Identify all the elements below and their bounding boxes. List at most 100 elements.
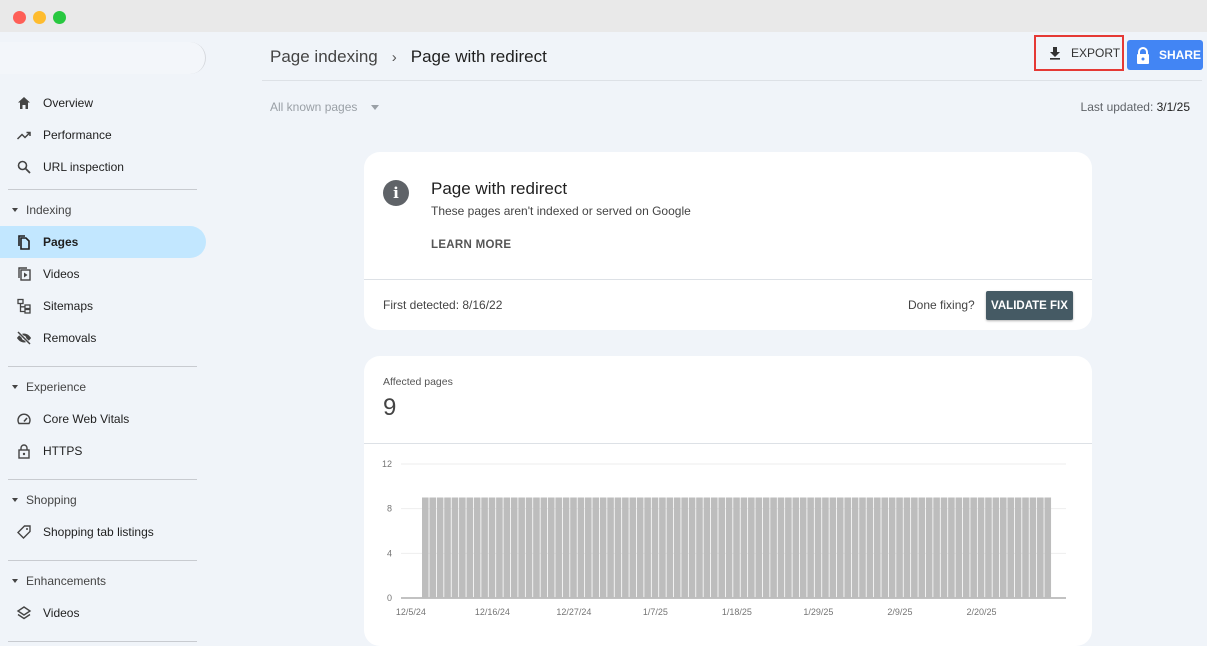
sidebar-item-https[interactable]: HTTPS	[0, 435, 206, 467]
bar[interactable]	[592, 497, 600, 599]
sidebar-item-removals[interactable]: Removals	[0, 322, 206, 354]
bar[interactable]	[422, 497, 429, 599]
bar[interactable]	[918, 497, 926, 599]
share-button[interactable]: SHARE	[1127, 40, 1203, 70]
bar[interactable]	[940, 497, 948, 599]
bar[interactable]	[503, 497, 511, 599]
bar[interactable]	[555, 497, 562, 599]
bar[interactable]	[473, 497, 481, 599]
breadcrumb-parent[interactable]: Page indexing	[270, 47, 378, 66]
bar[interactable]	[481, 497, 488, 599]
learn-more-link[interactable]: LEARN MORE	[431, 239, 512, 251]
bar[interactable]	[955, 497, 963, 599]
maximize-window-button[interactable]	[53, 11, 66, 24]
bar[interactable]	[1029, 497, 1037, 599]
bar[interactable]	[525, 497, 533, 599]
bar[interactable]	[725, 497, 733, 599]
bar[interactable]	[948, 497, 955, 599]
bar[interactable]	[911, 497, 918, 599]
bar[interactable]	[577, 497, 585, 599]
bar[interactable]	[866, 497, 874, 599]
bar[interactable]	[977, 497, 985, 599]
sidebar-item-sitemaps[interactable]: Sitemaps	[0, 290, 206, 322]
bar[interactable]	[814, 497, 822, 599]
bar[interactable]	[436, 497, 444, 599]
bar[interactable]	[925, 497, 933, 599]
bar[interactable]	[733, 497, 740, 599]
bar[interactable]	[836, 497, 844, 599]
sidebar-item-overview[interactable]: Overview	[0, 87, 206, 119]
sidebar-item-pages[interactable]: Pages	[0, 226, 206, 258]
bar[interactable]	[429, 497, 437, 599]
bar[interactable]	[1022, 497, 1029, 599]
bar[interactable]	[1007, 497, 1014, 599]
bar[interactable]	[718, 497, 726, 599]
bar[interactable]	[762, 497, 770, 599]
bar[interactable]	[614, 497, 622, 599]
sidebar-item-videos[interactable]: Videos	[0, 597, 206, 629]
bar[interactable]	[636, 497, 644, 599]
bar[interactable]	[1044, 497, 1052, 599]
sidebar-section-shopping[interactable]: Shopping	[0, 488, 77, 512]
sidebar-section-indexing[interactable]: Indexing	[0, 198, 71, 222]
bar[interactable]	[829, 497, 837, 599]
export-button[interactable]: EXPORT	[1034, 35, 1124, 71]
bar[interactable]	[992, 497, 1000, 599]
bar[interactable]	[547, 497, 555, 599]
minimize-window-button[interactable]	[33, 11, 46, 24]
bar[interactable]	[933, 497, 940, 599]
bar[interactable]	[444, 497, 451, 599]
bar[interactable]	[533, 497, 540, 599]
bar[interactable]	[777, 497, 785, 599]
bar[interactable]	[673, 497, 681, 599]
bar[interactable]	[666, 497, 674, 599]
bar[interactable]	[970, 497, 977, 599]
bar[interactable]	[518, 497, 525, 599]
validate-fix-button[interactable]: VALIDATE FIX	[986, 291, 1073, 320]
bar[interactable]	[985, 497, 992, 599]
close-window-button[interactable]	[13, 11, 26, 24]
sidebar-item-videos[interactable]: Videos	[0, 258, 206, 290]
bar[interactable]	[466, 497, 474, 599]
bar[interactable]	[874, 497, 881, 599]
bar[interactable]	[681, 497, 688, 599]
bar[interactable]	[496, 497, 503, 599]
sidebar-section-experience[interactable]: Experience	[0, 375, 86, 399]
bar[interactable]	[1014, 497, 1022, 599]
bar[interactable]	[999, 497, 1007, 599]
bar[interactable]	[622, 497, 629, 599]
property-selector[interactable]	[0, 42, 206, 74]
bar[interactable]	[644, 497, 651, 599]
bar[interactable]	[585, 497, 592, 599]
bar[interactable]	[659, 497, 666, 599]
bar[interactable]	[510, 497, 518, 599]
bar[interactable]	[703, 497, 711, 599]
bar[interactable]	[888, 497, 896, 599]
bar[interactable]	[459, 497, 466, 599]
sidebar-item-core-web-vitals[interactable]: Core Web Vitals	[0, 403, 206, 435]
sidebar-item-shopping-tab-listings[interactable]: Shopping tab listings	[0, 516, 206, 548]
bar[interactable]	[710, 497, 718, 599]
pages-filter-dropdown[interactable]: All known pages	[270, 100, 380, 114]
bar[interactable]	[451, 497, 459, 599]
bar[interactable]	[844, 497, 851, 599]
bar[interactable]	[851, 497, 859, 599]
bar[interactable]	[881, 497, 889, 599]
bar[interactable]	[792, 497, 800, 599]
bar[interactable]	[562, 497, 570, 599]
bar[interactable]	[629, 497, 637, 599]
bar[interactable]	[770, 497, 777, 599]
bar[interactable]	[896, 497, 903, 599]
bar[interactable]	[748, 497, 755, 599]
bar[interactable]	[799, 497, 807, 599]
bar[interactable]	[903, 497, 911, 599]
bar[interactable]	[696, 497, 703, 599]
bar[interactable]	[488, 497, 496, 599]
bar[interactable]	[599, 497, 607, 599]
bar[interactable]	[540, 497, 548, 599]
bar[interactable]	[785, 497, 792, 599]
bar[interactable]	[570, 497, 577, 599]
bar[interactable]	[740, 497, 748, 599]
bar[interactable]	[755, 497, 763, 599]
bar[interactable]	[607, 497, 614, 599]
